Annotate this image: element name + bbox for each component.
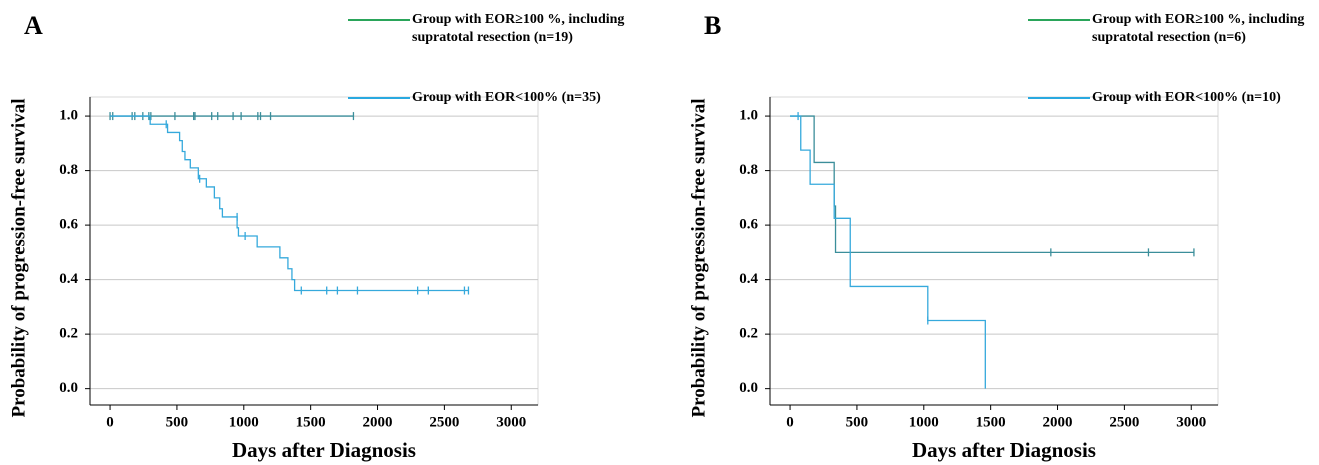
panel-label: B [704, 11, 721, 40]
x-tick-label: 2000 [1043, 414, 1073, 430]
y-tick-label: 0.6 [739, 217, 758, 233]
x-tick-label: 0 [106, 414, 114, 430]
y-tick-label: 0.4 [59, 271, 78, 287]
x-tick-label: 1500 [296, 414, 326, 430]
y-tick-label: 0.6 [59, 217, 78, 233]
x-axis-label: Days after Diagnosis [912, 438, 1096, 462]
y-axis-label: Probability of progression-free survival [688, 99, 709, 418]
x-tick-label: 500 [166, 414, 189, 430]
y-axis-label: Probability of progression-free survival [8, 99, 29, 418]
survival-curve [110, 115, 469, 292]
y-tick-label: 1.0 [739, 108, 758, 124]
y-tick-label: 0.8 [59, 162, 78, 178]
plot-frame [769, 96, 1219, 406]
x-tick-label: 2500 [1109, 414, 1139, 430]
x-tick-label: 1000 [909, 414, 939, 430]
x-tick-label: 1500 [976, 414, 1006, 430]
x-tick-label: 0 [786, 414, 794, 430]
x-tick-label: 500 [846, 414, 869, 430]
legend-label: Group with EOR<100% (n=10) [1092, 90, 1281, 105]
y-tick-label: 0.8 [739, 162, 758, 178]
x-tick-label: 3000 [1176, 414, 1206, 430]
y-tick-label: 0.0 [739, 380, 758, 396]
panel: 0.0 0.2 0.4 0.6 0.8 1.0 0 500 1000 1500 2000 2500 30… [688, 11, 1219, 462]
legend-label: Group with EOR≥100 %, including supratot… [1092, 12, 1305, 45]
x-axis-label: Days after Diagnosis [232, 438, 416, 462]
y-tick-label: 0.4 [739, 271, 758, 287]
x-tick-label: 2000 [363, 414, 393, 430]
y-tick-label: 0.2 [739, 326, 758, 342]
y-tick-label: 1.0 [59, 108, 78, 124]
y-tick-label: 0.0 [59, 380, 78, 396]
legend-label: Group with EOR<100% (n=35) [412, 90, 601, 105]
legend-label: Group with EOR≥100 %, including supratot… [412, 12, 625, 45]
x-tick-label: 1000 [229, 414, 259, 430]
panel: 0.0 0.2 0.4 0.6 0.8 1.0 0 500 1000 1500 2000 2500 30… [8, 11, 539, 462]
x-tick-label: 2500 [429, 414, 459, 430]
plot-frame [89, 96, 539, 406]
y-tick-label: 0.2 [59, 326, 78, 342]
x-tick-label: 3000 [496, 414, 526, 430]
panel-label: A [24, 11, 43, 40]
